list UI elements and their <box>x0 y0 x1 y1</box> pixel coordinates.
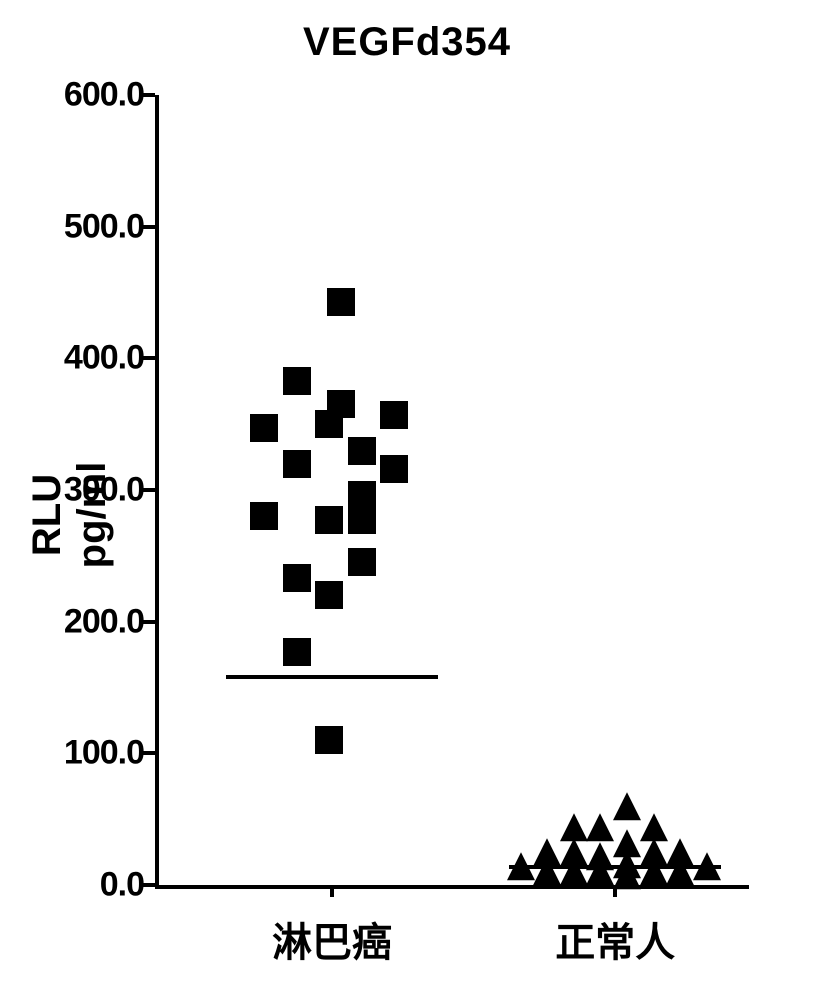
data-point <box>327 390 355 418</box>
y-tick <box>143 620 155 624</box>
data-point <box>283 564 311 592</box>
data-point <box>327 288 355 316</box>
data-point <box>613 792 641 820</box>
data-point <box>348 548 376 576</box>
x-tick <box>330 885 334 897</box>
y-tick <box>143 883 155 887</box>
chart-container: VEGFd354 RLU pg/ml 0.0 100.0 200.0 300.0 400… <box>0 0 814 994</box>
y-tick <box>143 488 155 492</box>
x-category-label: 淋巴癌 <box>272 910 392 968</box>
reference-line <box>226 675 438 679</box>
y-axis-label: RLU pg/ml <box>25 425 115 605</box>
data-point <box>533 858 561 886</box>
data-point <box>640 813 668 841</box>
y-tick-label: 400.0 <box>64 339 144 378</box>
data-point <box>315 506 343 534</box>
data-point <box>640 858 668 886</box>
data-point <box>348 481 376 509</box>
data-point <box>586 858 614 886</box>
y-tick-label: 500.0 <box>64 207 144 246</box>
y-tick <box>143 751 155 755</box>
data-point <box>348 437 376 465</box>
data-point <box>380 455 408 483</box>
data-point <box>315 726 343 754</box>
data-point <box>283 638 311 666</box>
data-point <box>380 401 408 429</box>
y-tick-label: 0.0 <box>100 866 144 905</box>
data-point <box>348 506 376 534</box>
data-point <box>613 862 641 890</box>
data-point <box>283 450 311 478</box>
data-point <box>586 813 614 841</box>
y-tick-label: 300.0 <box>64 471 144 510</box>
data-point <box>666 858 694 886</box>
y-tick <box>143 225 155 229</box>
y-tick <box>143 356 155 360</box>
data-point <box>507 852 535 880</box>
data-point <box>283 367 311 395</box>
data-point <box>315 581 343 609</box>
plot-area <box>155 95 749 889</box>
x-category-label: 正常人 <box>555 910 675 968</box>
data-point <box>250 414 278 442</box>
data-point <box>693 852 721 880</box>
data-point <box>250 502 278 530</box>
y-tick-label: 200.0 <box>64 602 144 641</box>
y-tick <box>143 93 155 97</box>
data-point <box>560 858 588 886</box>
chart-title: VEGFd354 <box>0 20 814 65</box>
data-point <box>560 813 588 841</box>
y-tick-label: 600.0 <box>64 76 144 115</box>
y-tick-label: 100.0 <box>64 734 144 773</box>
